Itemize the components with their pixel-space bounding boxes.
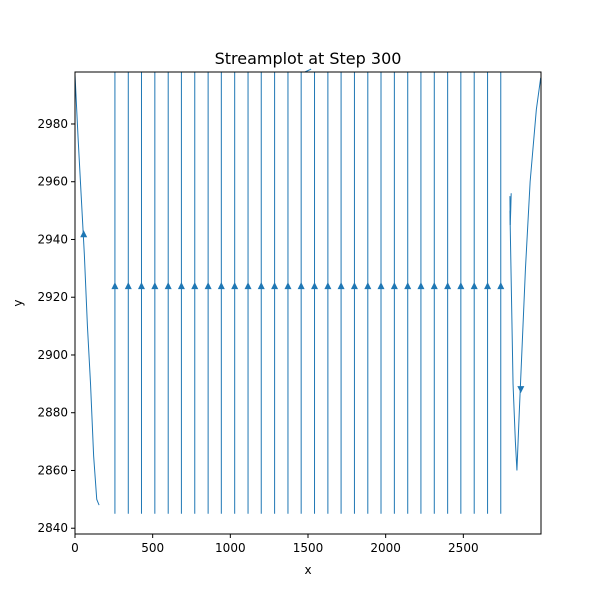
y-tick-label: 2880 <box>37 406 68 420</box>
streamline-arrow-21 <box>390 282 398 290</box>
y-tick-label: 2920 <box>37 290 68 304</box>
streamline-arrow-4 <box>164 282 172 290</box>
streamline-arrow-29 <box>497 282 505 290</box>
x-axis-label: x <box>304 563 311 577</box>
streamline-arrow-25 <box>444 282 452 290</box>
streamline-arrow-18 <box>350 282 358 290</box>
streamline-arrow-28 <box>484 282 492 290</box>
plot-area <box>74 68 542 535</box>
streamline-left-descending-arrow-0 <box>80 230 88 238</box>
y-tick-label: 2960 <box>37 175 68 189</box>
y-axis-ticks: 2840 2860 2880 2900 2920 2940 2960 2980 <box>37 117 75 535</box>
streamline-arrow-14 <box>297 282 305 290</box>
streamline-arrow-15 <box>311 282 319 290</box>
streamline-arrow-3 <box>151 282 159 290</box>
streamline-arrow-26 <box>457 282 465 290</box>
y-tick-label: 2980 <box>37 117 68 131</box>
streamlines <box>74 68 542 514</box>
streamline-arrow-6 <box>191 282 199 290</box>
streamline-arrow-27 <box>470 282 478 290</box>
x-tick-label: 500 <box>141 541 164 555</box>
streamline-arrow-13 <box>284 282 292 290</box>
streamline-arrow-12 <box>271 282 279 290</box>
streamline-left-descending <box>74 74 100 506</box>
streamline-arrow-22 <box>404 282 412 290</box>
y-tick-label: 2940 <box>37 232 68 246</box>
x-tick-label: 2500 <box>448 541 479 555</box>
streamline-arrow-2 <box>137 282 145 290</box>
streamline-arrow-0 <box>111 282 119 290</box>
y-axis-label: y <box>11 299 25 306</box>
y-tick-label: 2900 <box>37 348 68 362</box>
streamline-arrow-10 <box>244 282 252 290</box>
streamline-arrow-11 <box>257 282 265 290</box>
x-tick-label: 1000 <box>215 541 246 555</box>
streamline-arrow-20 <box>377 282 385 290</box>
streamline-arrow-19 <box>364 282 372 290</box>
streamline-arrow-23 <box>417 282 425 290</box>
streamline-right-valley-arrow-0 <box>517 386 525 394</box>
streamline-right-valley <box>509 77 542 471</box>
streamline-arrow-17 <box>337 282 345 290</box>
streamline-arrow-7 <box>204 282 212 290</box>
streamline-arrow-24 <box>430 282 438 290</box>
streamline-arrow-16 <box>324 282 332 290</box>
x-tick-label: 0 <box>71 541 79 555</box>
streamline-arrow-8 <box>217 282 225 290</box>
chart-title: Streamplot at Step 300 <box>215 49 402 68</box>
x-axis-ticks: 0 500 1000 1500 2000 2500 <box>71 534 479 555</box>
y-tick-label: 2860 <box>37 463 68 477</box>
streamline-arrow-9 <box>231 282 239 290</box>
streamline-arrow-1 <box>124 282 132 290</box>
x-tick-label: 2000 <box>370 541 401 555</box>
y-tick-label: 2840 <box>37 521 68 535</box>
x-tick-label: 1500 <box>293 541 324 555</box>
streamline-right-stub <box>509 193 512 226</box>
streamline-arrow-5 <box>177 282 185 290</box>
